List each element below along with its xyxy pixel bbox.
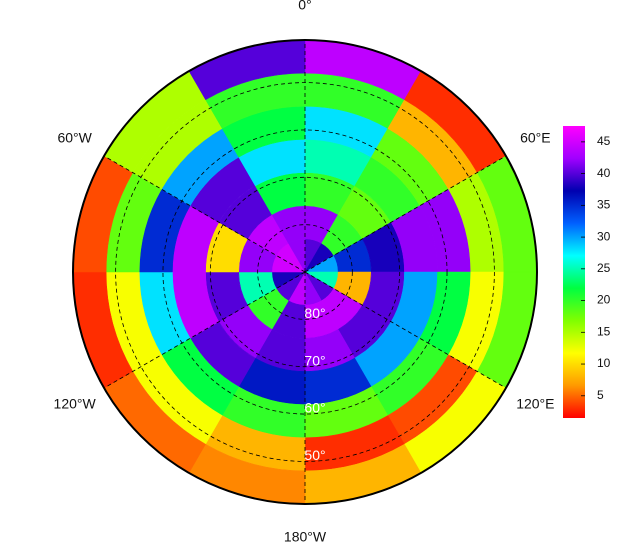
colorbar-tick-label: 45	[597, 134, 611, 148]
colorbar-tick-label: 15	[597, 324, 611, 338]
colorbar-tick-label: 30	[597, 229, 611, 243]
graticule	[103, 40, 507, 504]
latitude-label: 60°	[304, 400, 325, 416]
latitude-label: 80°	[304, 305, 325, 321]
meridian-label: 0°	[298, 0, 311, 13]
colorbar-tick-label: 10	[597, 356, 611, 370]
heatmap	[73, 40, 537, 504]
meridian-line	[103, 271, 306, 389]
colorbar-tick-label: 25	[597, 261, 611, 275]
meridian-label: 60°E	[520, 130, 551, 146]
meridian-label: 60°W	[57, 130, 92, 146]
meridian-label: 120°E	[516, 396, 554, 412]
latitude-circle	[209, 176, 401, 368]
meridian-label: 120°W	[54, 396, 97, 412]
colorbar-tick-label: 5	[597, 388, 604, 402]
colorbar-tick-label: 40	[597, 166, 611, 180]
map-border	[72, 39, 538, 505]
colorbar-tick-label: 20	[597, 293, 611, 307]
latitude-label: 50°	[304, 447, 325, 463]
meridian-line	[103, 155, 306, 273]
latitude-circle	[115, 82, 495, 462]
meridian-line	[304, 155, 507, 273]
meridian-label: 180°W	[284, 529, 327, 545]
latitude-circle	[257, 224, 353, 320]
latitude-label: 70°	[304, 352, 325, 368]
labels: 0° 60°E 120°E 180°W 120°W 60°W 80° 70° 60° 50°	[54, 0, 555, 545]
colorbar-tick-label: 35	[597, 198, 611, 212]
colorbar: 5 10 15 20 25 30 35 40 45	[563, 126, 611, 418]
colorbar-scale	[563, 126, 585, 418]
meridian-line	[304, 271, 507, 389]
latitude-circle	[162, 129, 448, 415]
